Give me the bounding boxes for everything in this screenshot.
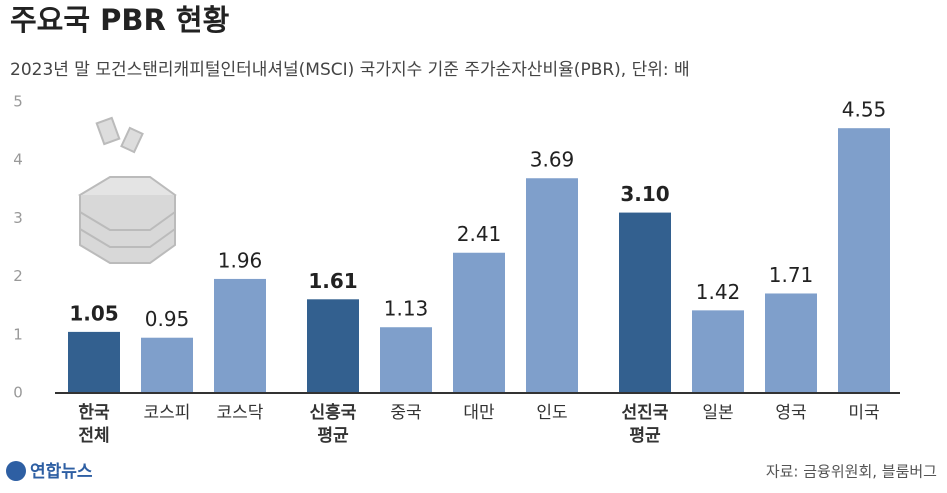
value-label: 1.05 <box>69 301 118 325</box>
value-label: 1.42 <box>696 280 741 304</box>
y-tick-label: 0 <box>13 384 23 402</box>
x-tick-label: 일본 <box>702 403 734 423</box>
x-tick-label: 신흥국 평균 <box>309 403 357 446</box>
bar <box>838 128 890 393</box>
x-tick-label: 코스피 <box>143 403 191 423</box>
bar <box>692 310 744 393</box>
x-tick-label: 코스닥 <box>216 403 264 423</box>
value-label: 1.71 <box>769 263 814 287</box>
bar <box>453 252 505 393</box>
bar <box>619 212 671 393</box>
value-label: 1.61 <box>308 269 357 293</box>
bar <box>307 299 359 393</box>
illustration <box>78 116 177 264</box>
bar <box>765 293 817 393</box>
value-label: 3.69 <box>530 148 575 172</box>
value-label: 1.96 <box>218 248 263 272</box>
bar <box>380 327 432 393</box>
value-label: 4.55 <box>842 98 887 122</box>
y-tick-label: 2 <box>13 267 23 285</box>
x-tick-label: 한국 전체 <box>78 403 110 446</box>
y-tick-label: 1 <box>13 325 23 343</box>
logo-icon <box>6 461 26 481</box>
value-label: 2.41 <box>457 222 502 246</box>
chart-subtitle: 2023년 말 모건스탠리캐피털인터내셔널(MSCI) 국가지수 기준 주가순자… <box>10 60 690 80</box>
bar <box>68 331 120 393</box>
y-tick-label: 4 <box>13 151 23 169</box>
y-tick-label: 3 <box>13 209 23 227</box>
value-label: 1.13 <box>384 297 429 321</box>
bar <box>214 278 266 393</box>
source: 자료: 금융위원회, 블룸버그 <box>766 463 937 481</box>
x-tick-label: 미국 <box>848 403 880 423</box>
logo: 연합뉴스 <box>30 461 93 482</box>
x-tick-label: 선진국 평균 <box>621 403 669 446</box>
y-tick-label: 5 <box>13 93 23 111</box>
x-tick-label: 인도 <box>536 403 568 423</box>
x-tick-label: 중국 <box>390 403 422 423</box>
chart-title: 주요국 PBR 현황 <box>10 3 230 37</box>
value-label: 3.10 <box>620 182 669 206</box>
x-tick-label: 영국 <box>775 403 807 423</box>
bar <box>141 337 193 393</box>
x-tick-label: 대만 <box>463 403 495 423</box>
value-label: 0.95 <box>145 307 190 331</box>
bar <box>526 178 578 393</box>
